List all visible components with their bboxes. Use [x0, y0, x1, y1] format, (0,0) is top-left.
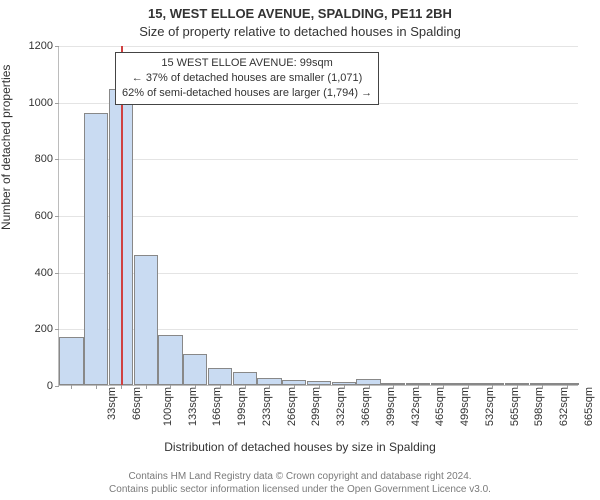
y-tick-label: 1200 [29, 40, 59, 52]
y-tick-label: 800 [35, 153, 59, 165]
info-box-line: ← 37% of detached houses are smaller (1,… [122, 71, 372, 86]
gridline [59, 46, 578, 47]
info-box: 15 WEST ELLOE AVENUE: 99sqm← 37% of deta… [115, 52, 379, 105]
plot-area: 02004006008001000120033sqm66sqm100sqm133… [58, 46, 578, 386]
histogram-bar [257, 378, 281, 385]
y-tick-label: 400 [35, 267, 59, 279]
page-title-line2: Size of property relative to detached ho… [0, 24, 600, 39]
info-box-line: 62% of semi-detached houses are larger (… [122, 86, 372, 101]
info-box-line: 15 WEST ELLOE AVENUE: 99sqm [122, 56, 372, 71]
y-tick-label: 0 [47, 380, 59, 392]
histogram-bar [158, 335, 182, 385]
chart-container: 15, WEST ELLOE AVENUE, SPALDING, PE11 2B… [0, 0, 600, 500]
attribution-footer: Contains HM Land Registry data © Crown c… [0, 471, 600, 496]
histogram-bar [208, 368, 232, 385]
x-tick-label: 698sqm [563, 385, 600, 397]
x-axis-label: Distribution of detached houses by size … [0, 440, 600, 454]
y-tick-label: 1000 [29, 97, 59, 109]
gridline [59, 159, 578, 160]
histogram-bar [84, 113, 108, 385]
footer-line2: Contains public sector information licen… [0, 484, 600, 497]
y-axis-label: Number of detached properties [0, 65, 13, 230]
page-title-line1: 15, WEST ELLOE AVENUE, SPALDING, PE11 2B… [0, 6, 600, 21]
gridline [59, 216, 578, 217]
histogram-bar [134, 255, 158, 385]
histogram-bar [183, 354, 207, 385]
histogram-bar [59, 337, 83, 385]
histogram-bar [233, 372, 257, 385]
y-tick-label: 200 [35, 323, 59, 335]
footer-line1: Contains HM Land Registry data © Crown c… [0, 471, 600, 484]
y-tick-label: 600 [35, 210, 59, 222]
